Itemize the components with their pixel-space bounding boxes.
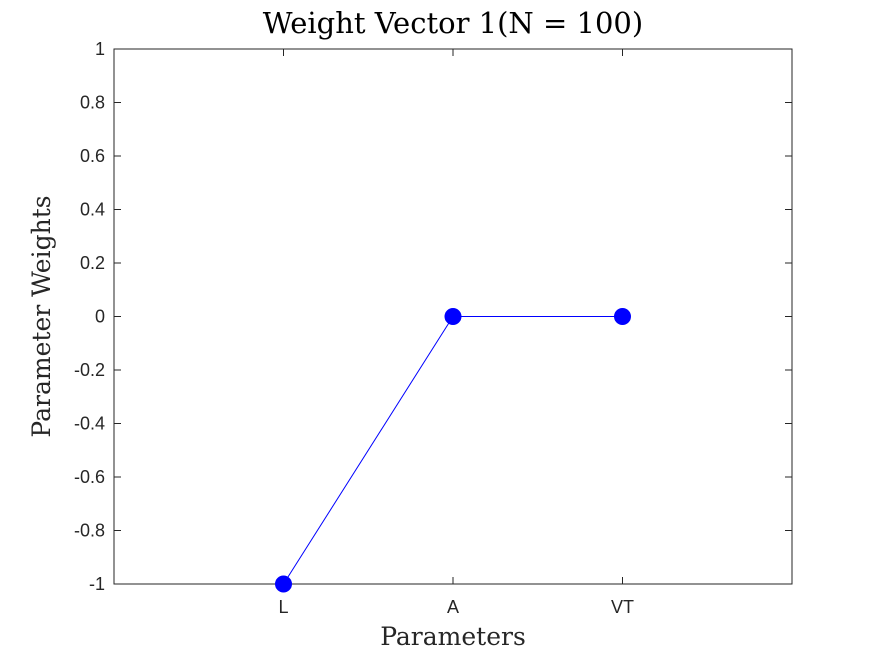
- y-tick-label: 0: [95, 307, 105, 327]
- y-tick-label: -0.4: [74, 414, 105, 434]
- y-tick-label: 0.6: [80, 146, 105, 166]
- y-tick-label: 1: [95, 39, 105, 59]
- x-tick-label: A: [447, 597, 459, 617]
- data-point-marker: [444, 308, 462, 325]
- x-tick-label: L: [278, 597, 288, 617]
- y-tick-label: 0.8: [80, 93, 105, 113]
- data-point-marker: [614, 308, 631, 325]
- x-axis-ticks: L A VT: [278, 49, 634, 617]
- x-axis-label: Parameters: [380, 622, 526, 651]
- y-tick-label: -0.2: [74, 360, 105, 380]
- series-layer: [275, 308, 631, 593]
- chart-title: Weight Vector 1(N = 100): [263, 6, 643, 40]
- y-axis-label: Parameter Weights: [27, 195, 56, 437]
- y-tick-label: -0.6: [74, 467, 105, 487]
- y-tick-label: -1: [89, 574, 105, 594]
- x-tick-label: VT: [611, 597, 634, 617]
- data-point-marker: [275, 575, 292, 593]
- y-tick-label: 0.4: [80, 200, 105, 220]
- y-axis-ticks: -1 -0.8 -0.6 -0.4 -0.2 0 0.2 0.4 0.6 0.8 1: [74, 39, 792, 594]
- y-tick-label: 0.2: [80, 253, 105, 273]
- y-tick-label: -0.8: [74, 521, 105, 541]
